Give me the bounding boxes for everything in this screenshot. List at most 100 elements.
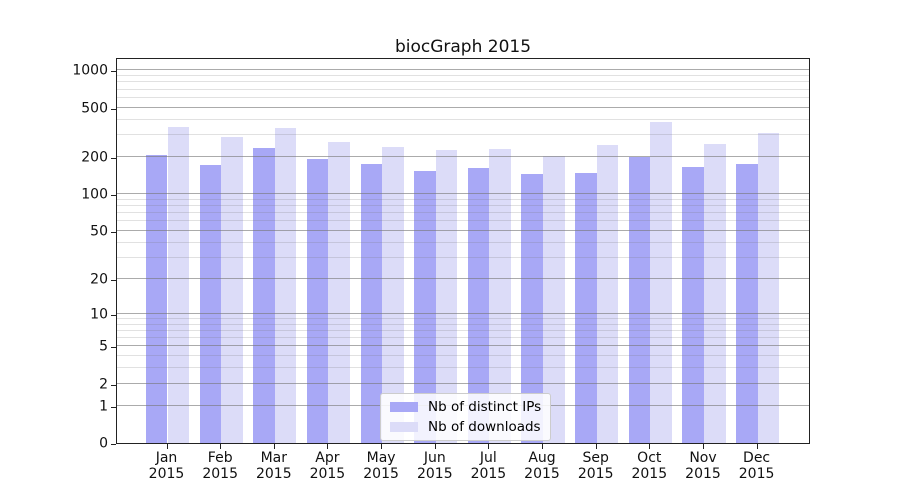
minor-gridline bbox=[117, 367, 809, 369]
bar-distinct-ips-mar bbox=[253, 148, 275, 443]
bar-distinct-ips-oct bbox=[628, 156, 651, 443]
bar-distinct-ips-dec bbox=[736, 164, 758, 443]
x-tick-label-sep: Sep 2015 bbox=[578, 450, 614, 482]
legend-label-downloads: Nb of downloads bbox=[428, 419, 541, 435]
x-tick-month: Jun bbox=[423, 450, 446, 466]
plot-area: Nb of distinct IPs Nb of downloads bbox=[116, 58, 810, 444]
x-tick-label-jun: Jun 2015 bbox=[417, 450, 453, 482]
x-tick-month: Mar bbox=[260, 450, 288, 466]
major-gridline bbox=[117, 155, 809, 157]
minor-gridline bbox=[117, 75, 809, 76]
x-tick-label-feb: Feb 2015 bbox=[202, 450, 238, 482]
x-tick-month: Nov bbox=[689, 450, 717, 466]
y-tick-mark bbox=[111, 444, 116, 445]
x-tick-year: 2015 bbox=[738, 466, 775, 482]
x-tick-year: 2015 bbox=[309, 466, 346, 482]
x-tick-year: 2015 bbox=[470, 466, 507, 482]
bar-downloads-jul bbox=[489, 148, 511, 443]
major-gridline bbox=[117, 106, 809, 108]
bar-distinct-ips-apr bbox=[306, 159, 329, 443]
x-tick-mark bbox=[595, 444, 597, 449]
x-tick-mark bbox=[756, 444, 758, 449]
x-tick-label-jul: Jul 2015 bbox=[471, 450, 507, 482]
y-tick-label: 500 bbox=[81, 99, 108, 116]
x-tick-year: 2015 bbox=[363, 466, 399, 482]
x-tick-year: 2015 bbox=[255, 466, 292, 482]
minor-gridline bbox=[117, 256, 809, 258]
minor-gridline bbox=[117, 329, 809, 331]
bar-downloads-feb bbox=[221, 137, 243, 443]
y-tick-label: 5 bbox=[99, 338, 108, 355]
x-tick-mark bbox=[166, 444, 168, 449]
bar-downloads-dec bbox=[757, 132, 780, 443]
x-tick-month: Feb bbox=[207, 450, 233, 466]
bars-layer bbox=[117, 59, 809, 443]
grid-layer bbox=[117, 59, 809, 443]
x-tick-mark bbox=[488, 444, 490, 449]
x-tick-label-apr: Apr 2015 bbox=[310, 450, 346, 482]
legend-item-distinct-ips: Nb of distinct IPs bbox=[390, 399, 541, 415]
y-tick-label: 1000 bbox=[72, 62, 108, 79]
bar-downloads-oct bbox=[650, 122, 672, 443]
minor-gridline bbox=[117, 317, 809, 319]
legend-item-downloads: Nb of downloads bbox=[390, 419, 541, 435]
x-tick-label-may: May 2015 bbox=[363, 450, 399, 482]
bar-distinct-ips-jul bbox=[467, 168, 490, 443]
x-tick-year: 2015 bbox=[524, 466, 560, 482]
x-tick-year: 2015 bbox=[148, 466, 185, 482]
y-tick-label: 0 bbox=[99, 435, 108, 452]
legend-swatch-distinct-ips bbox=[390, 402, 418, 412]
bar-downloads-nov bbox=[704, 144, 726, 443]
bar-distinct-ips-nov bbox=[682, 166, 704, 443]
x-tick-mark bbox=[703, 444, 704, 449]
bar-downloads-mar bbox=[274, 128, 297, 443]
y-tick-label: 10 bbox=[90, 305, 108, 322]
bar-downloads-jan bbox=[167, 126, 190, 443]
minor-gridline bbox=[117, 81, 809, 83]
major-gridline bbox=[117, 382, 809, 384]
y-tick-label: 2 bbox=[99, 376, 108, 393]
bar-downloads-sep bbox=[596, 144, 619, 443]
x-tick-mark bbox=[327, 444, 329, 449]
x-tick-year: 2015 bbox=[577, 466, 614, 482]
bar-downloads-jun bbox=[435, 149, 458, 443]
major-gridline bbox=[117, 69, 809, 71]
major-gridline bbox=[117, 277, 809, 279]
x-tick-month: Oct bbox=[637, 450, 662, 466]
x-tick-label-jan: Jan 2015 bbox=[149, 450, 185, 482]
chart-title: biocGraph 2015 bbox=[394, 37, 532, 57]
x-tick-month: Jan bbox=[155, 450, 178, 466]
minor-gridline bbox=[117, 96, 809, 98]
bar-distinct-ips-sep bbox=[575, 173, 597, 443]
x-tick-month: Aug bbox=[528, 450, 556, 466]
bar-downloads-may bbox=[382, 146, 404, 443]
legend: Nb of distinct IPs Nb of downloads bbox=[380, 393, 552, 441]
bar-distinct-ips-jun bbox=[414, 171, 436, 443]
x-tick-label-nov: Nov 2015 bbox=[685, 450, 721, 482]
bar-distinct-ips-may bbox=[360, 164, 383, 443]
minor-gridline bbox=[117, 118, 809, 120]
minor-gridline bbox=[117, 355, 809, 357]
minor-gridline bbox=[117, 204, 809, 206]
minor-gridline bbox=[117, 220, 809, 222]
x-tick-month: Jul bbox=[479, 450, 497, 466]
minor-gridline bbox=[117, 88, 809, 90]
bar-distinct-ips-feb bbox=[199, 165, 222, 443]
x-tick-month: Dec bbox=[743, 450, 771, 466]
x-tick-label-mar: Mar 2015 bbox=[256, 450, 292, 482]
x-tick-month: May bbox=[366, 450, 396, 466]
minor-gridline bbox=[117, 241, 809, 243]
x-tick-year: 2015 bbox=[416, 466, 453, 482]
major-gridline bbox=[117, 229, 809, 231]
minor-gridline bbox=[117, 134, 809, 136]
x-tick-label-dec: Dec 2015 bbox=[739, 450, 775, 482]
x-tick-mark bbox=[542, 444, 543, 449]
x-tick-mark bbox=[434, 444, 436, 449]
x-tick-month: Apr bbox=[315, 450, 340, 466]
x-tick-year: 2015 bbox=[631, 466, 668, 482]
bar-downloads-apr bbox=[328, 141, 351, 443]
minor-gridline bbox=[117, 323, 809, 325]
x-tick-year: 2015 bbox=[685, 466, 721, 482]
x-tick-mark bbox=[381, 444, 383, 449]
